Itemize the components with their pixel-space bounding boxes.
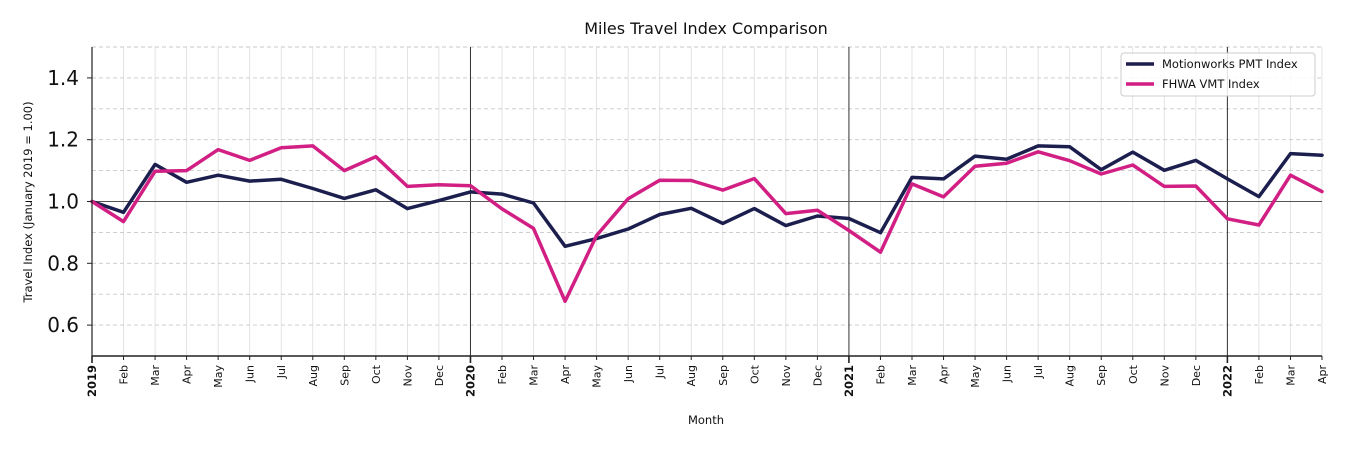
x-tick-month-label: May xyxy=(591,365,604,388)
y-tick-label: 1.2 xyxy=(47,128,79,152)
chart-title: Miles Travel Index Comparison xyxy=(584,19,828,38)
x-tick-month-label: Jun xyxy=(244,365,257,383)
data-series xyxy=(90,144,1324,304)
x-tick-month-label: Jul xyxy=(1032,365,1045,379)
x-tick-month-label: Nov xyxy=(1158,365,1171,387)
x-axis-label: Month xyxy=(688,413,724,427)
legend-label-motionworks: Motionworks PMT Index xyxy=(1162,57,1298,71)
x-tick-year-label: 2021 xyxy=(842,365,856,397)
x-tick-month-label: Apr xyxy=(559,365,572,385)
x-tick-month-label: Sep xyxy=(1095,365,1108,386)
legend: Motionworks PMT Index FHWA VMT Index xyxy=(1120,52,1316,97)
x-tick-month-label: Aug xyxy=(307,365,320,386)
x-tick-month-label: Feb xyxy=(874,365,887,384)
x-tick-month-label: May xyxy=(969,365,982,388)
x-tick-month-label: Jun xyxy=(622,365,635,383)
x-tick-month-label: Sep xyxy=(338,365,351,386)
x-tick-month-label: Nov xyxy=(780,365,793,387)
x-tick-month-label: Dec xyxy=(433,365,446,386)
x-tick-year-label: 2022 xyxy=(1220,365,1234,397)
series-line-0 xyxy=(90,144,1324,249)
y-tick-label: 1.0 xyxy=(47,190,79,214)
x-tick-month-label: Dec xyxy=(1190,365,1203,386)
x-tick-month-label: Oct xyxy=(370,364,383,384)
y-axis-ticks: 0.6 0.8 1.0 1.2 1.4 xyxy=(47,66,92,337)
legend-box xyxy=(1120,52,1316,97)
legend-label-fhwa: FHWA VMT Index xyxy=(1162,77,1260,91)
x-tick-month-label: Mar xyxy=(1284,365,1297,386)
x-tick-month-label: Apr xyxy=(181,365,194,385)
y-tick-label: 0.8 xyxy=(47,251,79,275)
x-tick-month-label: Sep xyxy=(717,365,730,386)
x-tick-month-label: Jul xyxy=(275,365,288,379)
x-tick-month-label: Feb xyxy=(496,365,509,384)
x-tick-month-label: Aug xyxy=(1064,365,1077,386)
y-tick-label: 1.4 xyxy=(47,66,79,90)
x-tick-month-label: Mar xyxy=(149,365,162,386)
x-tick-month-label: Apr xyxy=(938,365,951,385)
series-line-1 xyxy=(90,144,1324,304)
x-tick-month-label: Mar xyxy=(528,365,541,386)
x-tick-year-label: 2019 xyxy=(85,365,99,397)
x-tick-year-label: 2020 xyxy=(463,365,477,397)
y-axis-label: Travel Index (January 2019 = 1.00) xyxy=(21,101,35,303)
x-tick-month-label: Dec xyxy=(811,365,824,386)
x-tick-month-label: Nov xyxy=(401,365,414,387)
x-axis-ticks: 2019 Feb Mar Apr May Jun Jul Aug Sep Oct Nov Dec 202… xyxy=(85,356,1329,397)
x-tick-month-label: Mar xyxy=(906,365,919,386)
x-tick-month-label: Aug xyxy=(685,365,698,386)
x-tick-month-label: Feb xyxy=(118,365,131,384)
x-tick-month-label: Feb xyxy=(1253,365,1266,384)
y-tick-label: 0.6 xyxy=(47,313,79,337)
x-tick-month-label: Jun xyxy=(1001,365,1014,383)
x-tick-month-label: Apr xyxy=(1316,365,1329,385)
x-tick-month-label: Oct xyxy=(748,364,761,384)
x-tick-month-label: Oct xyxy=(1127,364,1140,384)
x-tick-month-label: May xyxy=(212,365,225,388)
x-tick-month-label: Jul xyxy=(654,365,667,379)
